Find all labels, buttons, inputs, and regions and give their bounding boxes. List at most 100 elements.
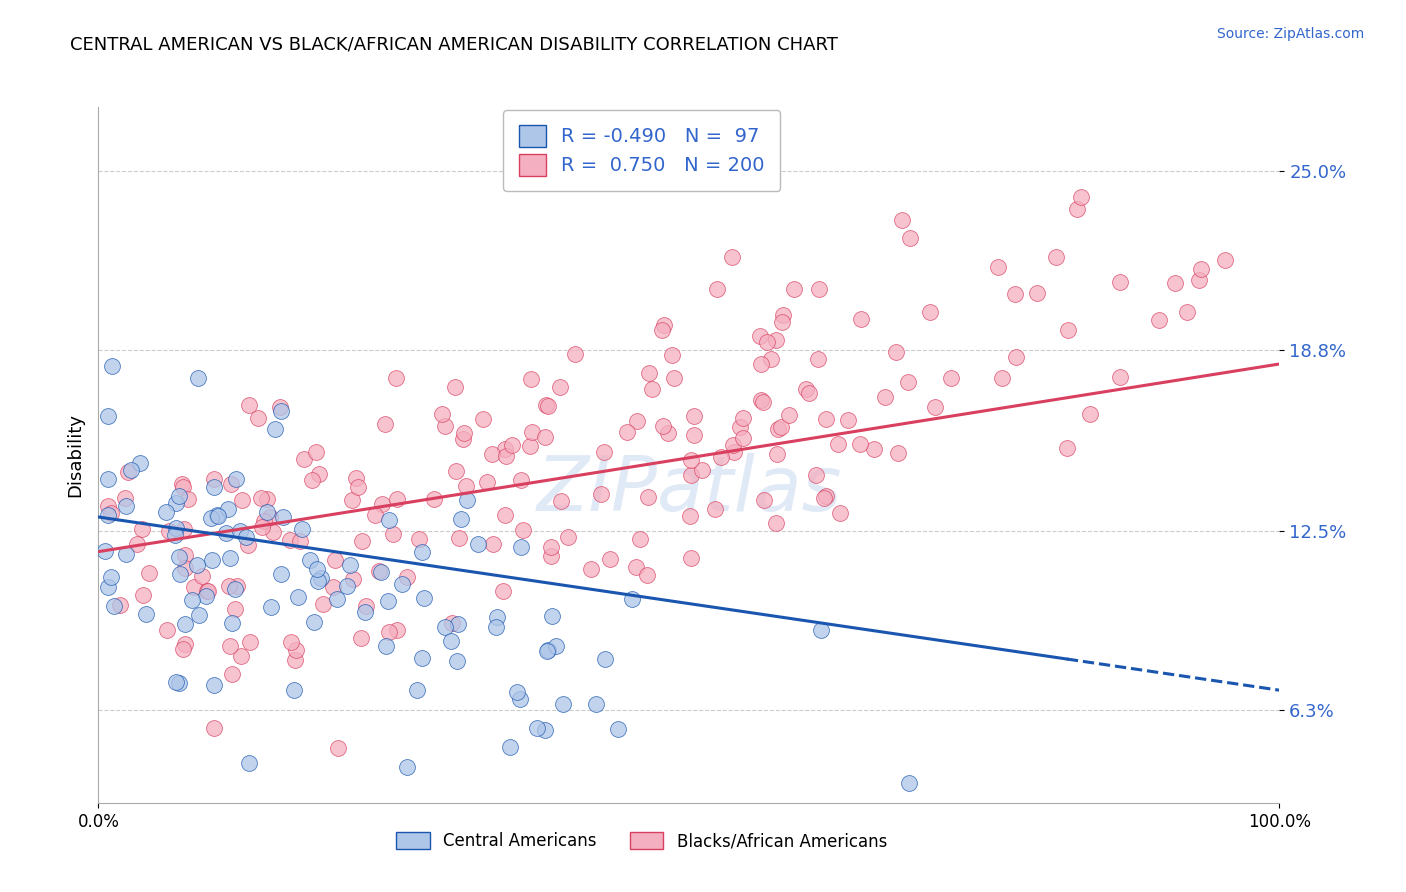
- Point: [810, 623, 832, 637]
- Point: [100, 506, 122, 520]
- Point: [593, 652, 616, 666]
- Point: [550, 493, 572, 508]
- Point: [284, 652, 307, 666]
- Point: [509, 540, 531, 554]
- Point: [551, 698, 574, 712]
- Point: [172, 641, 194, 656]
- Point: [115, 499, 138, 513]
- Point: [131, 522, 153, 536]
- Point: [806, 468, 828, 483]
- Point: [512, 523, 534, 537]
- Point: [662, 371, 685, 385]
- Point: [828, 506, 851, 520]
- Point: [229, 524, 252, 538]
- Point: [851, 312, 873, 326]
- Point: [1109, 370, 1132, 384]
- Point: [181, 593, 204, 607]
- Point: [1056, 441, 1078, 455]
- Point: [202, 678, 225, 692]
- Point: [557, 530, 579, 544]
- Point: [96, 472, 118, 486]
- Point: [235, 530, 257, 544]
- Point: [446, 654, 468, 668]
- Point: [875, 390, 897, 404]
- Point: [579, 562, 602, 576]
- Point: [172, 480, 194, 494]
- Point: [441, 616, 464, 631]
- Point: [364, 508, 387, 522]
- Point: [239, 634, 262, 648]
- Point: [374, 417, 396, 431]
- Point: [197, 584, 219, 599]
- Point: [219, 477, 242, 491]
- Point: [797, 386, 820, 401]
- Point: [710, 450, 733, 464]
- Point: [897, 775, 920, 789]
- Point: [411, 545, 433, 559]
- Point: [323, 552, 346, 566]
- Point: [683, 428, 706, 442]
- Point: [446, 464, 468, 478]
- Point: [346, 480, 368, 494]
- Point: [218, 551, 240, 566]
- Point: [308, 467, 330, 482]
- Point: [218, 579, 240, 593]
- Point: [1004, 350, 1026, 364]
- Point: [163, 528, 186, 542]
- Point: [495, 450, 517, 464]
- Point: [481, 447, 503, 461]
- Point: [187, 371, 209, 385]
- Point: [352, 534, 374, 549]
- Point: [322, 580, 344, 594]
- Point: [434, 419, 457, 434]
- Point: [472, 412, 495, 426]
- Point: [467, 536, 489, 550]
- Point: [97, 409, 120, 423]
- Point: [377, 625, 399, 640]
- Point: [783, 282, 806, 296]
- Point: [246, 411, 269, 425]
- Point: [778, 408, 800, 422]
- Point: [231, 493, 253, 508]
- Point: [97, 499, 120, 513]
- Point: [229, 649, 252, 664]
- Point: [283, 683, 305, 698]
- Point: [891, 213, 914, 227]
- Point: [385, 491, 408, 506]
- Point: [391, 576, 413, 591]
- Point: [526, 721, 548, 735]
- Point: [1164, 276, 1187, 290]
- Point: [195, 584, 218, 599]
- Point: [430, 407, 453, 421]
- Point: [375, 639, 398, 653]
- Point: [589, 487, 612, 501]
- Point: [519, 439, 541, 453]
- Point: [280, 634, 302, 648]
- Point: [378, 513, 401, 527]
- Point: [657, 425, 679, 440]
- Point: [814, 489, 837, 503]
- Point: [221, 666, 243, 681]
- Point: [439, 633, 461, 648]
- Point: [219, 639, 242, 653]
- Point: [200, 552, 222, 566]
- Point: [205, 508, 228, 522]
- Point: [200, 511, 222, 525]
- Point: [238, 398, 260, 412]
- Point: [485, 620, 508, 634]
- Point: [637, 491, 659, 505]
- Point: [759, 352, 782, 367]
- Point: [534, 430, 557, 444]
- Point: [221, 616, 243, 631]
- Point: [135, 607, 157, 621]
- Point: [382, 526, 405, 541]
- Point: [679, 509, 702, 524]
- Point: [626, 414, 648, 428]
- Point: [103, 599, 125, 613]
- Point: [101, 359, 124, 374]
- Point: [766, 422, 789, 436]
- Point: [813, 491, 835, 505]
- Point: [837, 413, 859, 427]
- Point: [749, 392, 772, 407]
- Point: [444, 380, 467, 394]
